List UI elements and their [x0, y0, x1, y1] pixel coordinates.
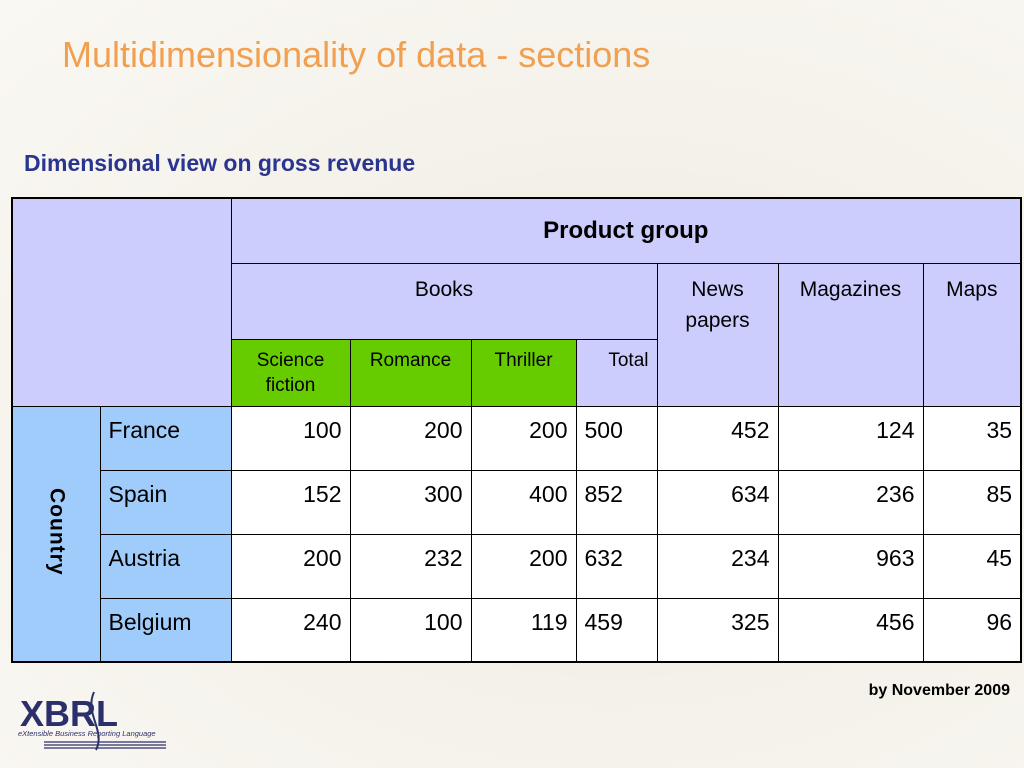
table-cell: 232	[349, 533, 472, 599]
country-dimension-header: Country	[11, 405, 101, 663]
table-row: Austria 200 232 200 632 234 963 45	[12, 533, 1022, 599]
table-cell: 634	[656, 469, 779, 535]
table-cell: 963	[777, 533, 924, 599]
table-cell: 459	[575, 597, 658, 663]
table-cell: 100	[230, 405, 351, 471]
table-subtitle: Dimensional view on gross revenue	[24, 150, 416, 176]
table-cell: 35	[922, 405, 1022, 471]
table-cell: 124	[777, 405, 924, 471]
table-row: Country France 100 200 200 500 452 124 3…	[11, 405, 1022, 663]
table-cell: 119	[470, 597, 577, 663]
table-cell: 400	[470, 469, 577, 535]
table-cell: 456	[777, 597, 924, 663]
subgroup-header-thriller: Thriller	[470, 338, 577, 407]
table-cell: 200	[349, 405, 472, 471]
subgroup-header-science-fiction: Science fiction	[230, 338, 351, 407]
subgroup-header-total: Total	[575, 338, 658, 407]
row-header-country: Belgium	[99, 597, 232, 663]
table-cell: 452	[656, 405, 779, 471]
table-cell: 200	[230, 533, 351, 599]
table-row: Spain 152 300 400 852 634 236 85	[12, 469, 1022, 535]
table-cell: 240	[230, 597, 351, 663]
row-header-country: Austria	[99, 533, 232, 599]
group-header-maps: Maps	[922, 262, 1022, 407]
row-header-country: France	[99, 405, 232, 471]
table-cell: 236	[777, 469, 924, 535]
table-cell: 96	[922, 597, 1022, 663]
group-header-books: Books	[230, 262, 658, 340]
table-cell: 45	[922, 533, 1022, 599]
group-header-news-papers: News papers	[656, 262, 779, 407]
table-cell: 234	[656, 533, 779, 599]
table-row: Belgium 240 100 119 459 325 456 96	[12, 597, 1022, 663]
xbrl-wordmark: XBRL	[20, 693, 118, 734]
table-cell: 325	[656, 597, 779, 663]
table-cell: 200	[470, 405, 577, 471]
table-cell: 200	[470, 533, 577, 599]
table-cell: 100	[349, 597, 472, 663]
page-title: Multidimensionality of data - sections	[62, 34, 651, 75]
table-cell: 500	[575, 405, 658, 471]
product-group-header: Product group	[230, 197, 1022, 264]
table-cell: 852	[575, 469, 658, 535]
date-footnote: by November 2009	[868, 682, 1010, 699]
table-cell: 152	[230, 469, 351, 535]
xbrl-logo: XBRL eXtensible Business Reporting Langu…	[16, 690, 176, 761]
xbrl-tagline: eXtensible Business Reporting Language	[18, 729, 156, 738]
corner-cell	[11, 197, 232, 407]
table-cell: 300	[349, 469, 472, 535]
subgroup-header-romance: Romance	[349, 338, 472, 407]
country-label: Country	[45, 487, 69, 576]
table-cell: 632	[575, 533, 658, 599]
group-header-magazines: Magazines	[777, 262, 924, 407]
row-header-country: Spain	[99, 469, 232, 535]
revenue-table: Product group Books News papers Magazine…	[11, 197, 1023, 663]
table-cell: 85	[922, 469, 1022, 535]
